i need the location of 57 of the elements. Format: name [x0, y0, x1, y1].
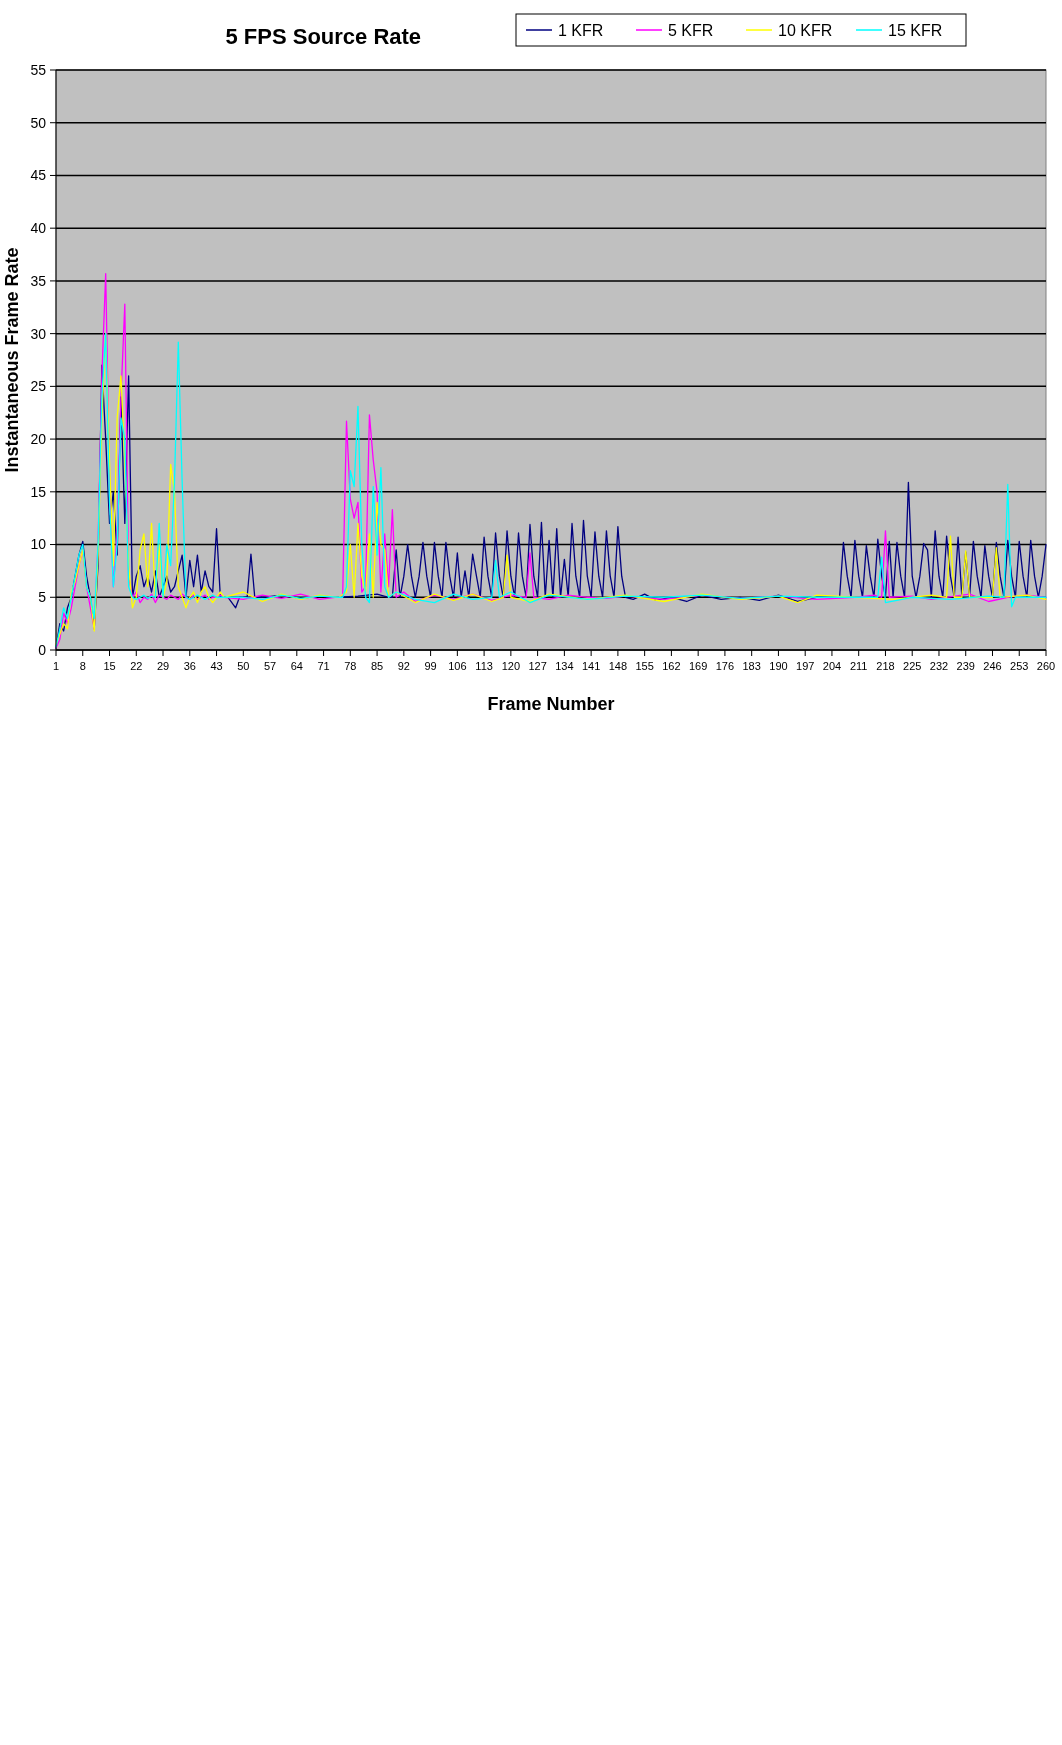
x-tick-label: 57 — [263, 660, 277, 672]
y-tick-label: 10 — [30, 536, 47, 553]
y-tick-label: 0 — [38, 641, 47, 658]
chart-title: 5 FPS Source Rate — [225, 24, 422, 49]
x-tick-label: 15 — [103, 660, 116, 672]
x-tick-label: 127 — [528, 660, 547, 672]
y-tick-label: 15 — [30, 483, 47, 500]
x-tick-label: 239 — [956, 660, 975, 672]
y-tick-label: 25 — [30, 378, 47, 395]
x-tick-label: 190 — [769, 660, 788, 672]
y-tick-label: 35 — [30, 272, 47, 289]
x-tick-label: 218 — [876, 660, 895, 672]
x-tick-label: 148 — [608, 660, 628, 672]
x-tick-label: 64 — [290, 660, 303, 672]
x-tick-label: 141 — [581, 660, 601, 672]
x-tick-label: 71 — [317, 660, 330, 672]
x-tick-label: 155 — [635, 660, 654, 672]
legend-label: 1 KFR — [558, 21, 604, 39]
x-tick-label: 120 — [501, 660, 521, 672]
x-tick-label: 176 — [715, 660, 735, 672]
x-tick-label: 43 — [210, 660, 223, 672]
x-tick-label: 232 — [929, 660, 949, 672]
y-tick-label: 40 — [30, 220, 47, 237]
x-tick-label: 246 — [983, 660, 1002, 672]
x-tick-label: 29 — [156, 660, 170, 672]
y-tick-label: 5 — [38, 589, 47, 606]
x-tick-label: 169 — [688, 660, 708, 672]
x-tick-label: 36 — [183, 660, 196, 672]
x-tick-label: 8 — [79, 660, 86, 672]
y-tick-label: 20 — [30, 430, 47, 447]
x-tick-label: 211 — [849, 660, 868, 672]
x-tick-label: 225 — [903, 660, 922, 672]
x-tick-label: 22 — [130, 660, 143, 672]
x-tick-label: 106 — [448, 660, 467, 672]
x-tick-label: 197 — [796, 660, 815, 672]
y-tick-label: 30 — [30, 325, 47, 342]
x-tick-label: 183 — [742, 660, 761, 672]
x-tick-label: 85 — [370, 660, 384, 672]
x-tick-label: 162 — [662, 660, 681, 672]
x-tick-label: 260 — [1036, 660, 1056, 672]
x-tick-label: 134 — [555, 660, 574, 672]
x-tick-label: 113 — [475, 660, 493, 672]
y-tick-label: 55 — [30, 61, 47, 78]
legend-label: 5 KFR — [668, 21, 714, 39]
x-tick-label: 50 — [237, 660, 250, 672]
y-axis-title: Instantaneous Frame Rate — [2, 247, 22, 473]
x-tick-label: 99 — [424, 660, 437, 672]
y-tick-label: 50 — [30, 114, 47, 131]
legend-label: 10 KFR — [778, 21, 833, 39]
x-tick-label: 1 — [52, 660, 60, 672]
x-tick-label: 204 — [822, 660, 842, 672]
x-tick-label: 253 — [1010, 660, 1029, 672]
legend-label: 15 KFR — [888, 21, 943, 39]
x-tick-label: 78 — [344, 660, 357, 672]
y-tick-label: 45 — [30, 167, 47, 184]
x-tick-label: 92 — [397, 660, 410, 672]
x-axis-title: Frame Number — [487, 694, 615, 714]
